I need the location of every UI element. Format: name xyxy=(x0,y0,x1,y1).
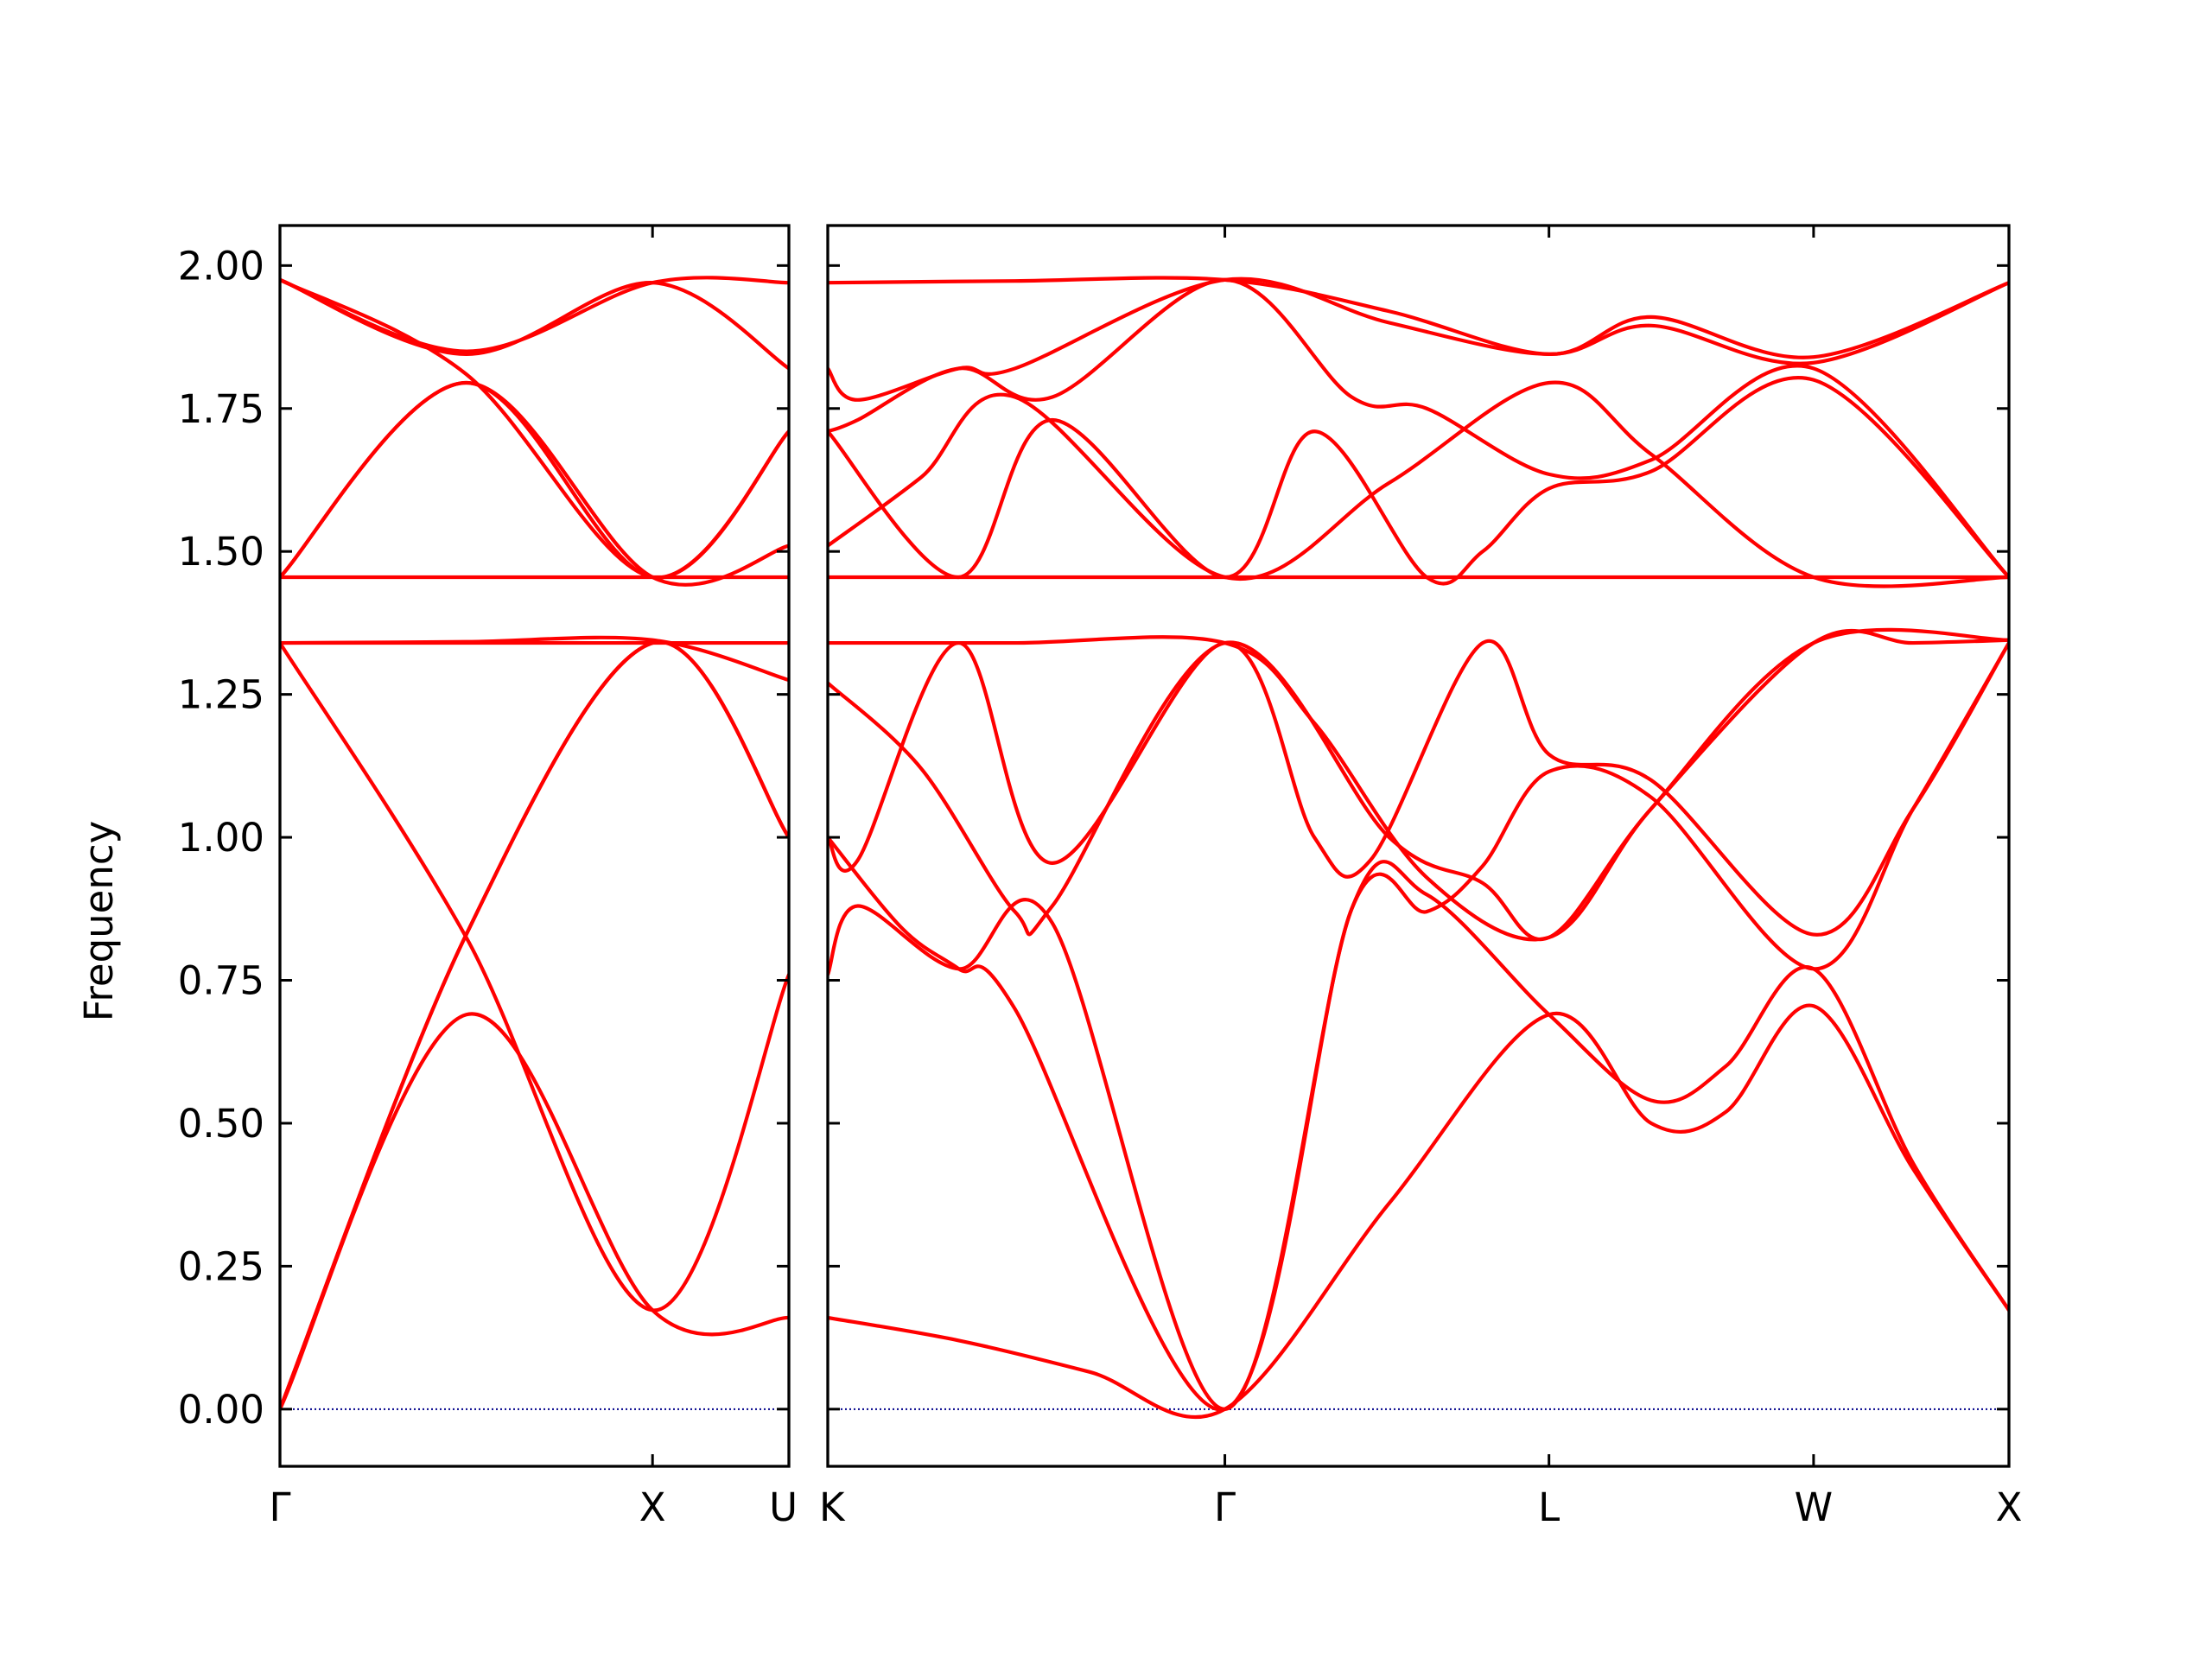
y-tick-label: 0.75 xyxy=(178,958,264,1004)
x-tick-label-U: U xyxy=(769,1484,798,1530)
x-tick-label-K: K xyxy=(819,1484,846,1530)
y-axis-title-group: Frequency xyxy=(76,821,122,1021)
band-line-8 xyxy=(828,380,2009,588)
band-line-5 xyxy=(828,628,2009,942)
band-line-9 xyxy=(280,380,789,580)
band-line-10 xyxy=(280,277,789,580)
band-line-12 xyxy=(280,276,789,353)
band-line-4 xyxy=(828,639,2009,937)
band-line-1 xyxy=(280,1012,789,1411)
x-tick-label-W: W xyxy=(1795,1484,1834,1530)
panel-2-frame xyxy=(826,224,2011,1468)
panel-1-frame xyxy=(278,224,791,1468)
band-line-6 xyxy=(828,627,2009,942)
x-tick-label-X: X xyxy=(1996,1484,2023,1530)
band-line-4 xyxy=(280,640,789,1313)
band-line-8 xyxy=(280,380,789,587)
band-line-11 xyxy=(280,277,789,371)
y-tick-label: 1.50 xyxy=(178,529,264,575)
band-line-9 xyxy=(828,376,2009,586)
band-line-10 xyxy=(828,277,2009,580)
band-line-3 xyxy=(828,640,2009,1412)
y-axis-title: Frequency xyxy=(76,821,122,1021)
panel-2-bands xyxy=(828,276,2009,1420)
panel-1-bands xyxy=(280,276,789,1411)
band-line-1 xyxy=(828,1003,2009,1420)
y-tick-label: 0.50 xyxy=(178,1101,264,1147)
band-line-3 xyxy=(280,639,789,1411)
y-tick-label: 0.25 xyxy=(178,1243,264,1289)
y-tick-label: 1.25 xyxy=(178,672,264,718)
x-tick-label-L: L xyxy=(1538,1484,1560,1530)
x-tick-label-Γ: Γ xyxy=(1214,1484,1236,1530)
panel-1: 0.00 0.25 0.50 0.75 1.00 1.25 1.50 1.75 2.00 Γ X U xyxy=(178,224,798,1530)
y-tick-label: 2.00 xyxy=(178,243,264,289)
y-tick-label: 1.75 xyxy=(178,386,264,432)
y-tick-label: 0.00 xyxy=(178,1387,264,1433)
x-tick-label-X: X xyxy=(639,1484,666,1530)
y-tick-label: 1.00 xyxy=(178,815,264,861)
band-line-2 xyxy=(828,860,2009,1411)
band-line-12 xyxy=(828,276,2009,359)
x-tick-label-Γ: Γ xyxy=(269,1484,290,1530)
band-line-11 xyxy=(828,276,2009,402)
plot-layer: 0.00 0.25 0.50 0.75 1.00 1.25 1.50 1.75 2.00 Γ X U K… xyxy=(178,224,2023,1530)
